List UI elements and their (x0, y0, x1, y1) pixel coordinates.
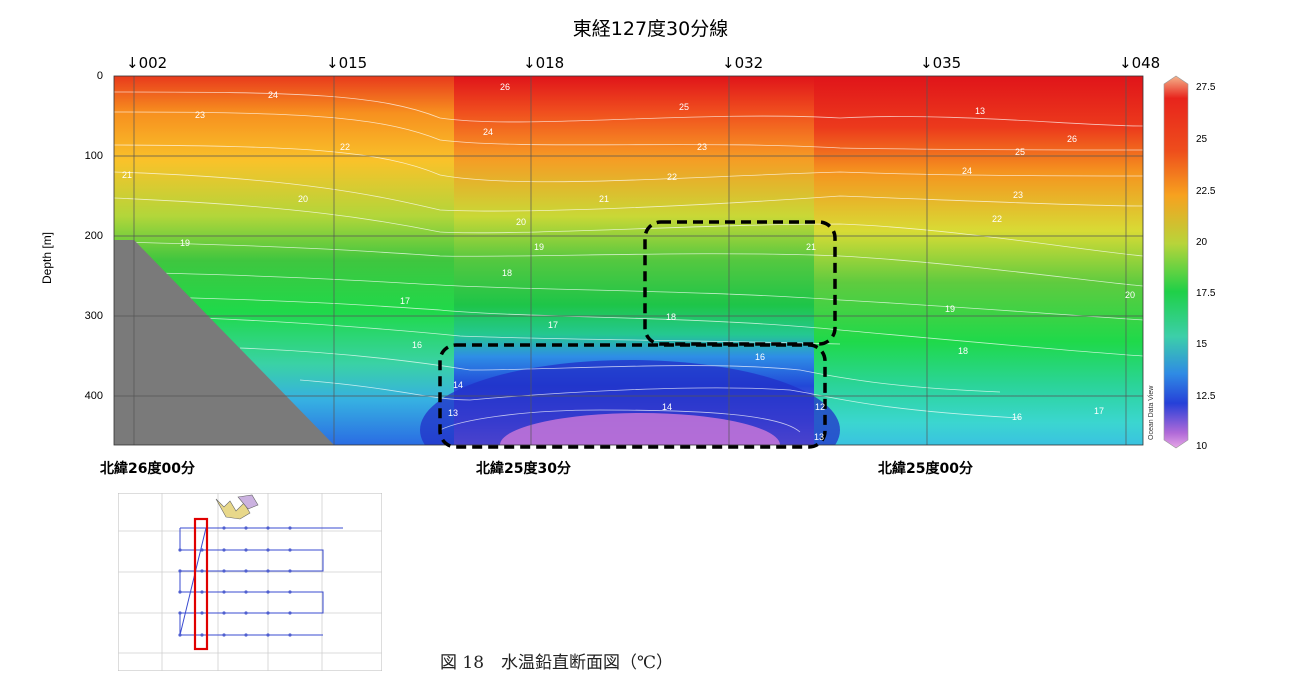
inset-station-map (118, 493, 382, 671)
contour-label: 22 (992, 214, 1002, 224)
station-label: ↓032 (722, 54, 764, 72)
plot-frame (113, 75, 1144, 446)
contour-label: 20 (516, 217, 526, 227)
contour-label: 26 (1067, 134, 1077, 144)
contour-label-group: 24 23 22 21 20 19 18 17 16 14 13 26 25 2… (122, 82, 1135, 442)
contour-label: 21 (122, 170, 132, 180)
contour-label: 24 (962, 166, 972, 176)
chart-title: 東経127度30分線 (572, 18, 729, 40)
latitude-label: 北緯25度00分 (878, 461, 973, 477)
station-label: ↓002 (126, 54, 168, 72)
colorbar-tick: 10 (1196, 441, 1208, 452)
highlight-box-lower (438, 343, 827, 449)
colorbar-tick: 25 (1196, 134, 1208, 145)
ocean-data-view-watermark: Ocean Data View (1148, 385, 1155, 440)
colorbar-tick: 27.5 (1196, 82, 1216, 93)
contour-label: 18 (666, 312, 676, 322)
heatmap-field (114, 76, 1143, 445)
contour-label: 18 (502, 268, 512, 278)
station-label: ↓015 (326, 54, 368, 72)
latitude-label: 北緯26度00分 (100, 461, 195, 477)
bathymetry-mask (114, 240, 334, 445)
contour-label: 13 (975, 106, 985, 116)
contour-label: 13 (814, 432, 824, 442)
grid-lines (114, 76, 1143, 445)
y-tick-label: 200 (84, 230, 103, 242)
contour-label: 22 (667, 172, 677, 182)
contour-label: 21 (599, 194, 609, 204)
contour-label: 17 (548, 320, 558, 330)
colorbar (1163, 75, 1189, 449)
colorbar-tick: 22.5 (1196, 186, 1216, 197)
highlight-box-upper (643, 220, 837, 346)
colorbar-tick: 15 (1196, 339, 1208, 350)
contour-label: 16 (755, 352, 765, 362)
contour-label: 22 (340, 142, 350, 152)
colorbar-tick: 12.5 (1196, 391, 1216, 402)
contour-label: 19 (180, 238, 190, 248)
contour-label: 23 (697, 142, 707, 152)
inset-highlight-box (193, 517, 209, 651)
colorbar-tick: 17.5 (1196, 288, 1216, 299)
field-right (814, 76, 1143, 445)
contour-label: 17 (1094, 406, 1104, 416)
cold-core-center (500, 413, 780, 445)
y-tick-label: 100 (84, 150, 103, 162)
contour-label: 25 (679, 102, 689, 112)
figure-caption: 図 18 水温鉛直断面図（℃） (440, 653, 674, 673)
contour-label: 18 (958, 346, 968, 356)
inset-grid (118, 493, 382, 671)
contour-label: 20 (298, 194, 308, 204)
y-tick-label: 400 (84, 390, 103, 402)
station-label: ↓018 (523, 54, 565, 72)
contour-label: 19 (945, 304, 955, 314)
contour-label: 19 (534, 242, 544, 252)
y-tick-label: 300 (84, 310, 103, 322)
contour-label: 25 (1015, 147, 1025, 157)
contour-label: 23 (1013, 190, 1023, 200)
contour-label: 14 (662, 402, 672, 412)
latitude-label: 北緯25度30分 (476, 461, 571, 477)
contour-label: 20 (1125, 290, 1135, 300)
contour-label: 12 (815, 402, 825, 412)
inset-stations (178, 526, 292, 637)
contour-label: 24 (483, 127, 493, 137)
station-label: ↓048 (1119, 54, 1161, 72)
contour-label: 21 (806, 242, 816, 252)
y-tick-label: 0 (96, 70, 103, 82)
contour-label: 13 (448, 408, 458, 418)
contour-label: 14 (453, 380, 463, 390)
contour-label: 17 (400, 296, 410, 306)
colorbar-tick: 20 (1196, 237, 1208, 248)
contour-label: 24 (268, 90, 278, 100)
contour-label: 23 (195, 110, 205, 120)
contour-label: 16 (412, 340, 422, 350)
contour-lines (114, 91, 1143, 433)
contour-label: 16 (1012, 412, 1022, 422)
station-label: ↓035 (920, 54, 962, 72)
island-shape (237, 494, 259, 510)
contour-label: 26 (500, 82, 510, 92)
